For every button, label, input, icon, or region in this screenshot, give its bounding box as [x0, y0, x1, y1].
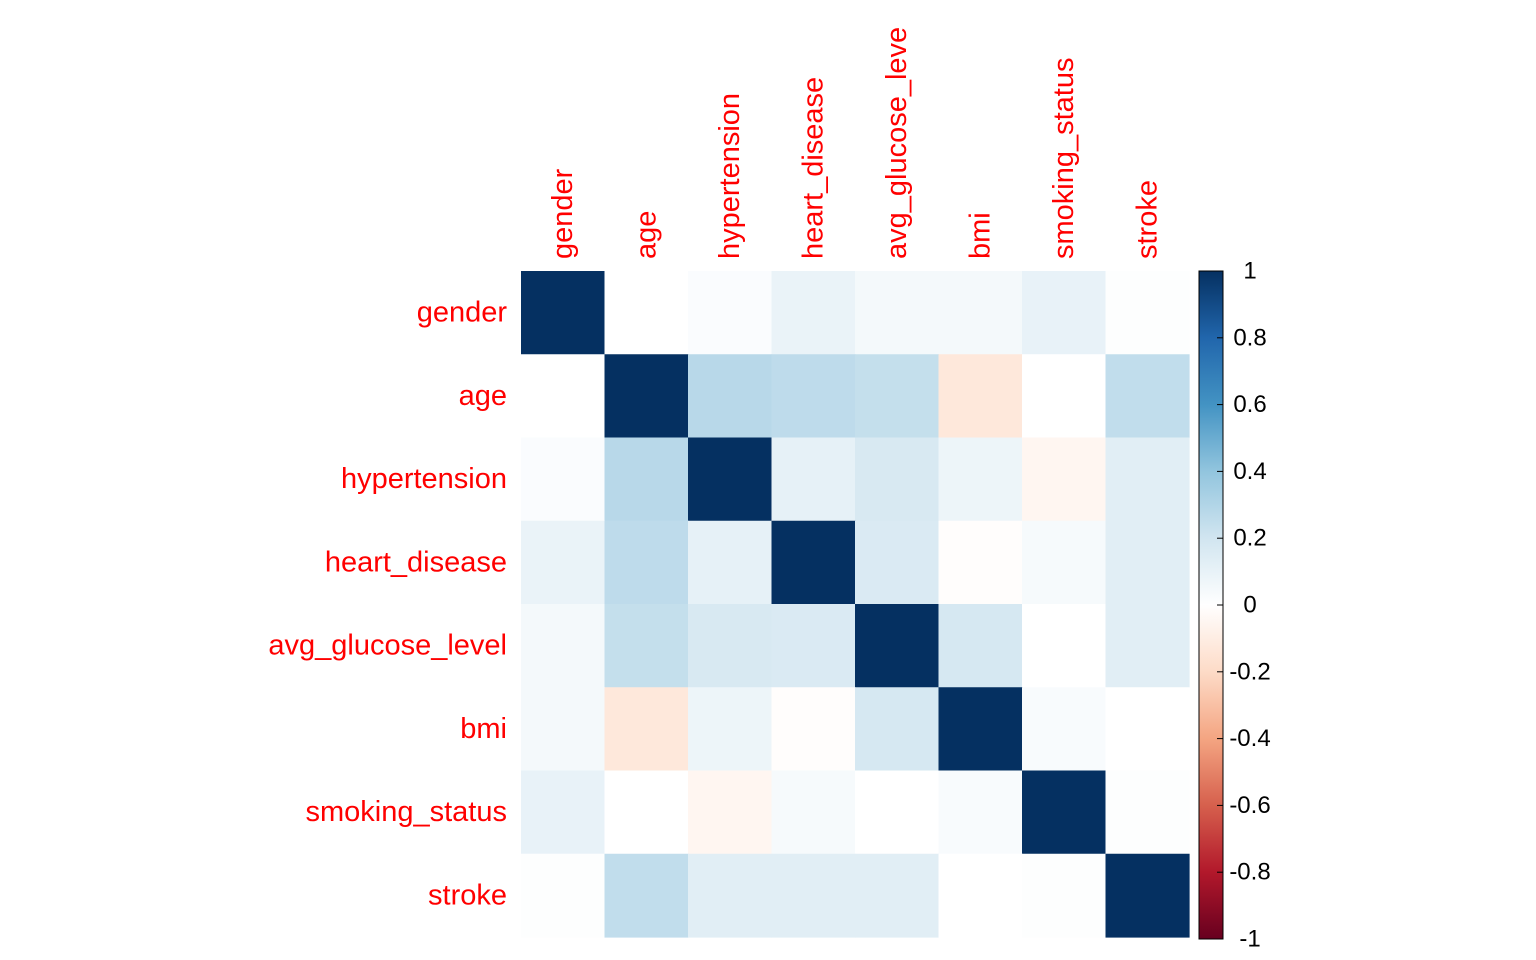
heatmap-cell: [688, 520, 773, 605]
heatmap-cell: [938, 520, 1023, 605]
heatmap-cell: [1022, 687, 1107, 772]
column-label: heart_disease: [797, 77, 829, 259]
heatmap-cell: [855, 770, 940, 855]
color-legend-tick-label: 1: [1243, 258, 1256, 285]
heatmap-cell: [1105, 770, 1190, 855]
heatmap-cell: [521, 604, 606, 688]
color-legend-tick-label: -0.2: [1229, 658, 1270, 685]
heatmap-cell: [688, 437, 773, 522]
heatmap-cell: [938, 354, 1023, 439]
heatmap-cell: [855, 437, 940, 522]
heatmap-cell: [855, 604, 940, 688]
color-legend: 1 0.8 0.6 0.4 0.2 0 -0.2 -0.4 -0.6 -0.8 -1: [1198, 258, 1271, 953]
heatmap-cell: [688, 354, 773, 439]
row-label: bmi: [460, 713, 507, 745]
heatmap-cell: [1105, 853, 1190, 938]
color-legend-tick-label: 0.4: [1233, 458, 1266, 485]
color-legend-tick-label: 0.2: [1233, 525, 1266, 552]
column-label: hypertension: [714, 93, 746, 259]
heatmap-cell: [938, 604, 1023, 688]
row-label: avg_glucose_level: [268, 630, 507, 662]
heatmap-cells: [521, 271, 1190, 938]
heatmap-cell: [1022, 770, 1107, 855]
heatmap-cell: [521, 437, 606, 522]
heatmap-cell: [771, 770, 856, 855]
column-label: gender: [547, 168, 579, 259]
heatmap-cell: [855, 271, 940, 355]
heatmap-cell: [688, 770, 773, 855]
row-label: heart_disease: [325, 546, 507, 578]
column-labels: gender age hypertension heart_disease avg_gl…: [547, 27, 1164, 259]
heatmap-cell: [521, 853, 606, 938]
heatmap-cell: [604, 271, 689, 355]
row-label: age: [459, 380, 507, 412]
heatmap-cell: [604, 437, 689, 522]
heatmap-cell: [688, 853, 773, 938]
row-label: stroke: [428, 879, 507, 911]
heatmap-cell: [771, 687, 856, 772]
heatmap-cell: [688, 604, 773, 688]
color-legend-tick-label: 0.8: [1233, 324, 1266, 351]
heatmap-cell: [688, 687, 773, 772]
heatmap-cell: [1022, 520, 1107, 605]
column-label: stroke: [1131, 180, 1163, 259]
heatmap-cell: [938, 687, 1023, 772]
heatmap-cell: [771, 437, 856, 522]
heatmap-cell: [604, 853, 689, 938]
color-legend-tick-label: 0.6: [1233, 391, 1266, 418]
heatmap-cell: [1105, 604, 1190, 688]
heatmap-cell: [1022, 271, 1107, 355]
heatmap-cell: [1022, 853, 1107, 938]
color-legend-tick-label: 0: [1243, 592, 1256, 619]
heatmap-cell: [1105, 437, 1190, 522]
column-label: avg_glucose_leve: [881, 27, 913, 259]
heatmap-cell: [521, 271, 606, 355]
heatmap-cell: [855, 354, 940, 439]
heatmap-cell: [604, 354, 689, 439]
color-legend-tick-label: -0.4: [1229, 725, 1270, 752]
row-labels: gender age hypertension heart_disease avg_gl…: [268, 297, 507, 912]
heatmap-cell: [604, 520, 689, 605]
heatmap-cell: [521, 770, 606, 855]
color-legend-tick-label: -0.6: [1229, 792, 1270, 819]
row-label: hypertension: [341, 463, 507, 495]
heatmap-cell: [521, 520, 606, 605]
heatmap-cell: [771, 604, 856, 688]
heatmap-cell: [938, 437, 1023, 522]
heatmap-cell: [771, 354, 856, 439]
heatmap-cell: [1105, 354, 1190, 439]
heatmap-cell: [855, 687, 940, 772]
heatmap-cell: [521, 354, 606, 439]
heatmap-cell: [604, 687, 689, 772]
color-legend-ticks: 1 0.8 0.6 0.4 0.2 0 -0.2 -0.4 -0.6 -0.8 -1: [1217, 258, 1271, 953]
heatmap-cell: [604, 604, 689, 688]
heatmap-cell: [771, 520, 856, 605]
heatmap-cell: [938, 853, 1023, 938]
heatmap-cell: [855, 853, 940, 938]
heatmap-cell: [938, 770, 1023, 855]
color-legend-tick-label: -1: [1239, 926, 1260, 953]
heatmap-cell: [1022, 604, 1107, 688]
heatmap-cell: [1022, 437, 1107, 522]
row-label: gender: [417, 297, 508, 329]
heatmap-cell: [938, 271, 1023, 355]
heatmap-cell: [604, 770, 689, 855]
heatmap-cell: [1022, 354, 1107, 439]
heatmap-cell: [521, 687, 606, 772]
heatmap-cell: [1105, 687, 1190, 772]
heatmap-cell: [1105, 520, 1190, 605]
heatmap-cell: [688, 271, 773, 355]
heatmap-cell: [771, 853, 856, 938]
column-label: bmi: [964, 212, 996, 259]
column-label: smoking_status: [1048, 58, 1080, 260]
heatmap-cell: [855, 520, 940, 605]
color-legend-tick-label: -0.8: [1229, 859, 1270, 886]
column-label: age: [630, 211, 662, 259]
heatmap-cell: [1105, 271, 1190, 355]
row-label: smoking_status: [306, 796, 508, 828]
heatmap-cell: [771, 271, 856, 355]
